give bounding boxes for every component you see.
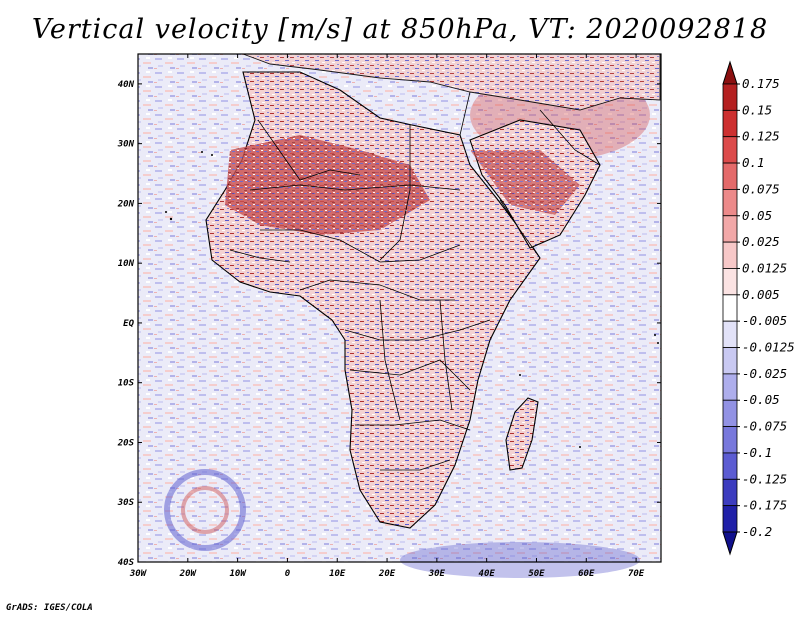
lon-tick-label: 20E (378, 569, 396, 579)
colorbar-label: 0.075 (742, 181, 780, 196)
colorbar-label: -0.0125 (742, 340, 795, 355)
colorbar-swatch (722, 109, 738, 138)
colorbar-label: -0.125 (742, 471, 787, 486)
colorbar: 0.175 0.15 0.125 0.1 0.075 0.05 0.025 0.0125 0.0… (722, 60, 795, 556)
colorbar-swatch (722, 189, 738, 217)
lat-tick-label: 30S (117, 498, 135, 508)
colorbar-label: 0.05 (742, 208, 772, 223)
africa-landmass (165, 53, 661, 529)
colorbar-label: 0.0125 (742, 260, 787, 275)
colorbar-swatch (722, 399, 738, 427)
colorbar-label: 0.1 (742, 155, 765, 170)
lon-tick-label: 40E (479, 569, 496, 579)
colorbar-label: -0.025 (742, 366, 787, 381)
colorbar-label: -0.175 (742, 498, 787, 513)
lat-tick-label: 20N (117, 199, 135, 209)
colorbar-swatch (722, 241, 738, 269)
colorbar-swatch (722, 452, 738, 480)
grads-credit: GrADS: IGES/COLA (6, 603, 93, 613)
colorbar-label: -0.1 (742, 445, 772, 460)
colorbar-label: 0.025 (742, 234, 780, 249)
colorbar-swatch (722, 320, 738, 348)
lat-tick-label: 30N (117, 140, 135, 150)
lat-tick-label: 10S (118, 379, 135, 389)
colorbar-bottom-triangle (722, 531, 738, 556)
lon-tick-label: 20W (179, 569, 198, 579)
colorbar-swatch (722, 478, 738, 507)
lon-tick-label: 50E (528, 569, 545, 579)
plot-frame (137, 53, 662, 563)
colorbar-swatch (722, 373, 738, 401)
colorbar-label: 0.005 (742, 287, 780, 302)
colorbar-label: 0.15 (742, 102, 772, 117)
lat-tick-label: 40N (118, 80, 135, 90)
colorbar-swatch (722, 136, 738, 164)
map-title: Vertical velocity [m/s] at 850hPa, VT: 2… (31, 14, 769, 45)
colorbar-swatch (722, 294, 738, 322)
colorbar-swatch (722, 268, 738, 296)
lon-tick-label: 30E (428, 569, 446, 579)
colorbar-swatch (722, 426, 738, 454)
lon-tick-label: 70E (628, 569, 645, 579)
lon-tick-label: 60E (578, 569, 595, 579)
colorbar-swatch (722, 347, 738, 375)
colorbar-swatch (722, 162, 738, 190)
lon-tick-label: 0 (285, 569, 291, 579)
colorbar-label: 0.175 (742, 76, 780, 91)
lon-tick-label: 10W (229, 569, 247, 579)
lat-tick-label: EQ (123, 319, 134, 329)
colorbar-swatch (722, 505, 738, 533)
colorbar-top-triangle (722, 60, 738, 85)
colorbar-label: -0.005 (742, 313, 787, 328)
colorbar-swatch (722, 215, 738, 243)
colorbar-label: -0.075 (742, 419, 787, 434)
colorbar-label: 0.125 (742, 129, 780, 144)
lat-tick-label: 20S (117, 438, 135, 448)
lon-tick-label: 30W (129, 569, 148, 579)
lat-tick-label: 40S (118, 558, 135, 568)
colorbar-label: -0.05 (742, 392, 780, 407)
lat-tick-label: 10N (118, 259, 135, 269)
lon-tick-label: 10E (329, 569, 346, 579)
colorbar-swatch (722, 83, 738, 111)
colorbar-label: -0.2 (742, 524, 772, 539)
